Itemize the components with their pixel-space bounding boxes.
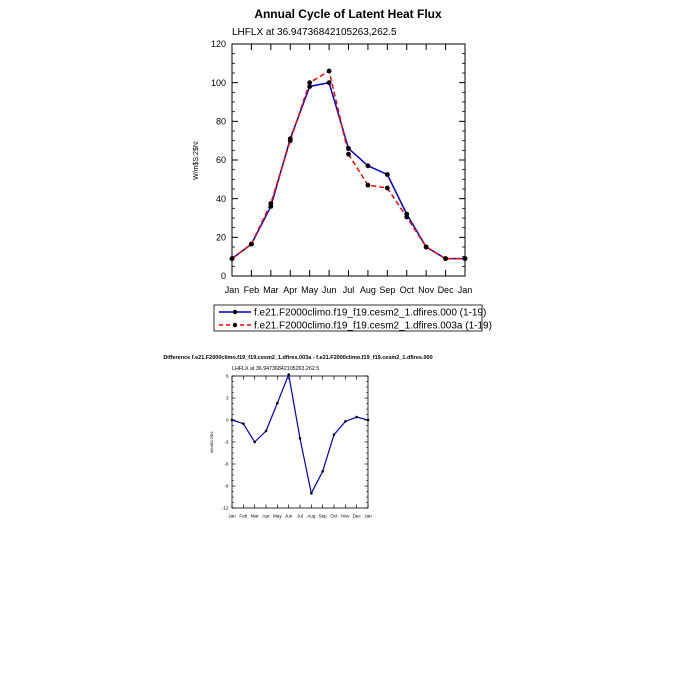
series-line-2 <box>231 70 465 260</box>
x-tick-label: Jul <box>297 514 303 519</box>
x-tick-label: Feb <box>244 285 260 295</box>
y-tick-label: 100 <box>211 78 226 88</box>
x-tick-label: Jul <box>343 285 355 295</box>
y-tick-label: 0 <box>221 271 226 281</box>
series-line-1 <box>231 373 369 494</box>
x-tick-label: Aug <box>307 514 316 519</box>
series-2-point <box>268 201 274 206</box>
y-tick-label: -6 <box>224 462 229 467</box>
series-1-point <box>384 172 390 177</box>
difference-chart-title: Difference f.e21.F2000climo.f19_f19.cesm… <box>163 355 432 361</box>
main-chart-ylabel: W/m$S:2$N: <box>193 140 200 180</box>
x-tick-label: Aug <box>360 285 376 295</box>
series-1-point <box>242 422 245 425</box>
series-1-point <box>310 492 313 495</box>
series-line-1 <box>231 81 465 260</box>
x-tick-label: Jun <box>285 514 293 519</box>
series-2-point <box>249 241 254 247</box>
legend-marker-series-1 <box>232 309 238 315</box>
series-1-point <box>321 470 324 473</box>
x-tick-label: Jan <box>225 285 240 295</box>
legend-box <box>213 304 483 332</box>
x-tick-label: Dec <box>353 514 362 519</box>
y-tick-label: 0 <box>226 418 229 423</box>
series-2-point <box>423 244 429 250</box>
x-tick-label: Jun <box>322 285 337 295</box>
x-tick-label: Jan <box>458 285 473 295</box>
x-tick-label: Nov <box>341 514 350 519</box>
y-tick-label: 40 <box>216 194 226 204</box>
series-1-point <box>307 84 313 89</box>
x-tick-label: Sep <box>379 285 395 295</box>
x-tick-label: Sep <box>319 514 328 519</box>
legend-label-series-1: f.e21.F2000climo.f19_f19.cesm2_1.dfires.… <box>254 308 486 319</box>
series-1-point <box>276 401 279 405</box>
series-1-point <box>365 163 371 169</box>
series-1-point <box>264 429 268 433</box>
main-chart-subtitle: LHFLX at 36.94736842105263,262.5 <box>232 27 397 38</box>
x-tick-label: Apr <box>283 285 297 295</box>
series-2-point <box>326 68 332 74</box>
x-tick-label: May <box>301 285 319 295</box>
series-2-point <box>462 256 468 261</box>
difference-chart-subtitle: LHFLX at 36.94736842105263,262.5 <box>232 366 319 372</box>
x-tick-label: Mar <box>251 514 259 519</box>
series-1-point <box>253 440 256 444</box>
y-tick-label: -12 <box>222 506 229 511</box>
series-1-point <box>346 146 351 151</box>
y-tick-label: 3 <box>226 396 229 401</box>
main-chart: Annual Cycle of Latent Heat Flux LHFLX a… <box>193 7 472 295</box>
legend: f.e21.F2000climo.f19_f19.cesm2_1.dfires.… <box>213 304 492 332</box>
x-tick-label: Mar <box>263 285 279 295</box>
series-1-point <box>230 418 234 422</box>
x-tick-label: Jan <box>364 514 372 519</box>
y-tick-label: -3 <box>224 440 229 445</box>
series-1-point <box>344 420 347 423</box>
x-tick-label: Oct <box>330 514 338 519</box>
series-2-point <box>346 151 351 157</box>
series-1-point <box>355 415 358 419</box>
x-tick-label: Feb <box>239 514 247 519</box>
series-2-point <box>384 185 390 191</box>
x-tick-label: May <box>273 514 282 519</box>
legend-label-series-2: f.e21.F2000climo.f19_f19.cesm2_1.dfires.… <box>254 321 492 332</box>
series-1-point <box>287 373 290 376</box>
main-chart-frame <box>231 43 466 277</box>
y-tick-label: 20 <box>216 232 226 242</box>
series-1-point <box>366 418 370 422</box>
y-tick-label: -9 <box>224 484 229 489</box>
difference-chart: Difference f.e21.F2000climo.f19_f19.cesm… <box>163 355 432 519</box>
y-tick-label: 120 <box>211 39 226 49</box>
x-tick-label: Nov <box>418 285 435 295</box>
legend-marker-series-2 <box>232 322 238 328</box>
y-tick-label: 80 <box>216 116 226 126</box>
series-2-point <box>404 214 410 220</box>
x-tick-label: Oct <box>400 285 415 295</box>
series-2-point <box>307 80 313 86</box>
series-2-point <box>287 138 293 144</box>
y-tick-label: 60 <box>216 155 226 165</box>
series-2-point <box>229 256 235 261</box>
main-chart-title: Annual Cycle of Latent Heat Flux <box>254 7 442 21</box>
difference-chart-ylabel: W/m$S:2$N: <box>209 431 214 454</box>
series-2-point <box>443 256 448 261</box>
series-1-point <box>326 80 332 86</box>
difference-chart-frame <box>231 375 369 509</box>
series-1-point <box>332 433 336 436</box>
y-tick-label: 6 <box>226 374 229 379</box>
series-1-point <box>298 437 302 440</box>
series-2-point <box>365 182 371 188</box>
x-tick-label: Dec <box>438 285 455 295</box>
x-tick-label: Jan <box>228 514 236 519</box>
x-tick-label: Apr <box>262 514 270 519</box>
